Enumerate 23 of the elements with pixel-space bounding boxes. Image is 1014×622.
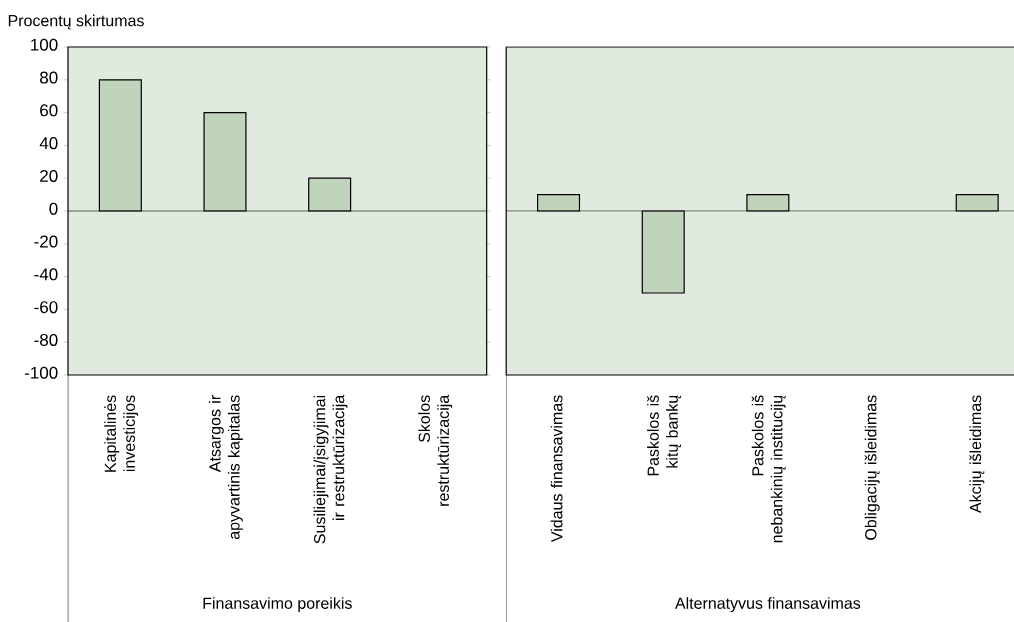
x-tick-label: Atsargos ir apyvartinis kapitalas [208, 395, 243, 540]
x-tick-label: Paskolos iš kitų bankų [647, 395, 682, 476]
x-tick-label: Obligacijų išleidimas [864, 395, 880, 540]
y-tick-label: 40 [39, 137, 58, 150]
x-tick-label: Skolos restruktūrizacija [418, 394, 453, 506]
y-tick-label: -40 [34, 268, 58, 281]
y-tick-label: 80 [40, 71, 58, 84]
text: Finansavimo poreikis [203, 597, 352, 613]
y-tick-label: -100 [24, 366, 58, 379]
y-tick-label: -20 [34, 235, 58, 248]
x-tick-label: Vidaus finansavimas [550, 395, 563, 543]
y-tick-label: 20 [40, 169, 58, 182]
x-tick-label: Akcijų išleidimas [969, 395, 985, 514]
y-tick-label: -80 [34, 333, 58, 346]
text: Alternatyvus finansavimas [674, 597, 861, 613]
x-tick-label: Susiliejimai/įsigyjimai ir restruktūrizacija [313, 394, 348, 544]
x-tick-label: Paskolos iš nebankinių institucijų [751, 395, 786, 543]
y-tick-label: -60 [34, 301, 58, 314]
y-tick-label: 0 [49, 202, 58, 215]
x-tick-label: Kapitalinės investicijos [104, 395, 139, 472]
y-axis-title: Procentų skirtumas [8, 14, 144, 30]
y-tick-label: 100 [31, 38, 58, 51]
y-tick-label: 60 [40, 104, 58, 117]
